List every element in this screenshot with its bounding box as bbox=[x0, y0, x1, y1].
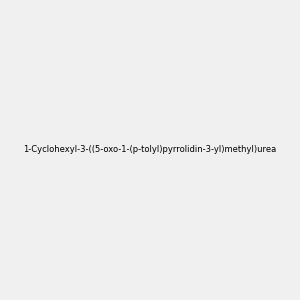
Text: 1-Cyclohexyl-3-((5-oxo-1-(p-tolyl)pyrrolidin-3-yl)methyl)urea: 1-Cyclohexyl-3-((5-oxo-1-(p-tolyl)pyrrol… bbox=[23, 146, 277, 154]
